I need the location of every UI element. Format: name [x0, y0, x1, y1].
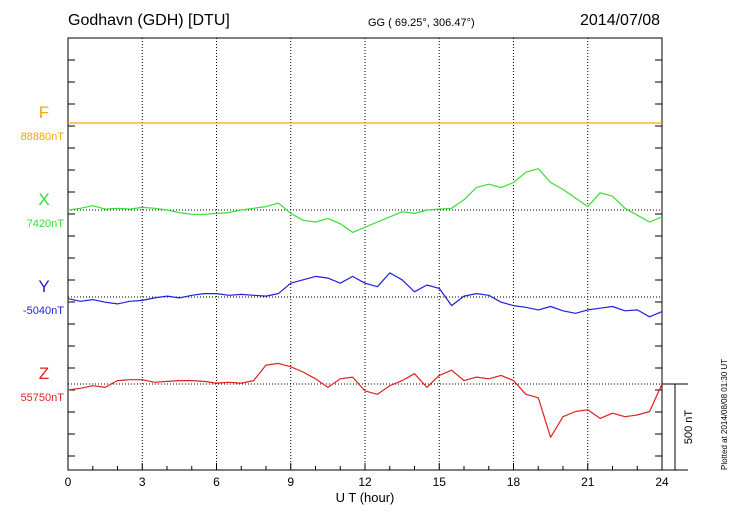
- series-baseline-x: 7420nT: [27, 218, 65, 230]
- series-name-z: Z: [39, 364, 49, 383]
- x-tick-label: 21: [581, 475, 595, 489]
- station-title: Godhavn (GDH) [DTU]: [68, 12, 230, 29]
- scale-bar-label: 500 nT: [683, 410, 695, 445]
- axis-ticks: 0 3 6 9 12 15 18 21 24: [65, 59, 669, 489]
- x-tick-label: 0: [65, 475, 72, 489]
- series-baseline-y: -5040nT: [23, 305, 64, 317]
- series-name-f: F: [39, 103, 49, 122]
- x-tick-label: 24: [655, 475, 669, 489]
- x-tick-label: 3: [139, 475, 146, 489]
- series-baseline-z: 55750nT: [21, 392, 65, 404]
- series-line-x: [67, 168, 663, 233]
- series-name-x: X: [38, 190, 49, 209]
- x-tick-label: 18: [507, 475, 521, 489]
- x-tick-label: 9: [287, 475, 294, 489]
- series-name-y: Y: [38, 277, 49, 296]
- series-baseline-f: 88880nT: [21, 131, 65, 143]
- series-labels: F 88880nT X 7420nT Y -5040nT Z 55750nT: [21, 103, 65, 404]
- grid: [141, 38, 589, 470]
- x-tick-label: 15: [433, 475, 447, 489]
- date-label: 2014/07/08: [580, 12, 661, 29]
- series-line-z: [67, 362, 663, 438]
- scale-bar: 500 nT: [662, 383, 695, 471]
- series-line-y: [67, 272, 663, 318]
- x-tick-label: 12: [358, 475, 372, 489]
- coords-label: GG ( 69.25°, 306.47°): [368, 17, 475, 29]
- x-tick-label: 6: [213, 475, 220, 489]
- x-axis-label: U T (hour): [336, 490, 395, 505]
- plotted-note: Plotted at 2014/08/08 01:30 UT: [720, 358, 729, 470]
- series-lines: [67, 122, 663, 438]
